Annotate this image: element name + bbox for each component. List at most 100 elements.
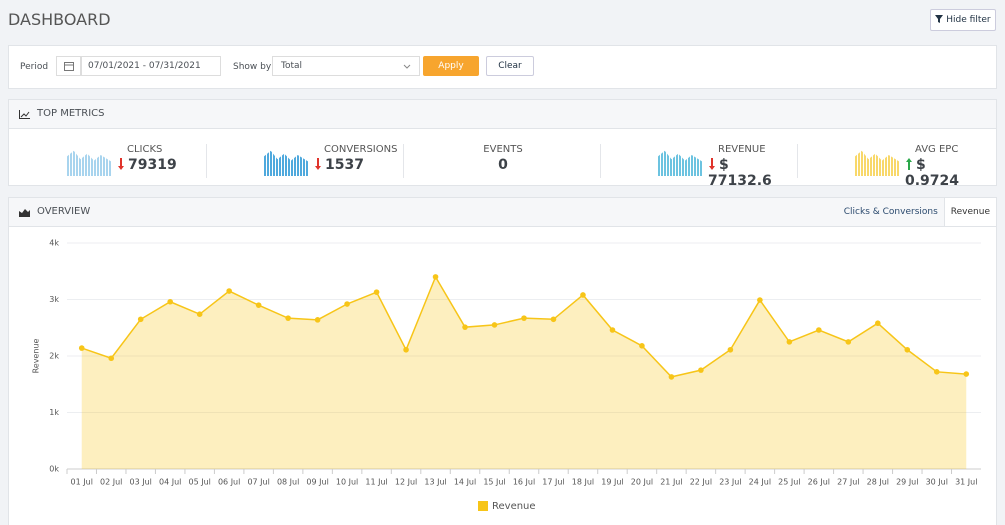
point bbox=[757, 297, 763, 303]
x-tick-label: 13 Jul bbox=[424, 478, 446, 487]
x-tick-label: 07 Jul bbox=[247, 478, 269, 487]
metric-number: 79319 bbox=[128, 157, 177, 173]
tab[interactable]: Clicks & Conversions bbox=[843, 207, 938, 217]
x-tick-label: 01 Jul bbox=[71, 478, 93, 487]
point bbox=[78, 345, 85, 351]
y-tick-label: 4k bbox=[49, 239, 59, 248]
divider bbox=[600, 144, 601, 178]
hide-filter-label: Hide filter bbox=[946, 15, 991, 25]
x-tick-label: 30 Jul bbox=[926, 478, 948, 487]
point bbox=[786, 339, 793, 345]
x-tick-label: 22 Jul bbox=[690, 478, 712, 487]
point bbox=[816, 327, 822, 333]
metric: EVENTS 0 bbox=[403, 144, 599, 184]
metric: REVENUE $ 77132.6 bbox=[600, 144, 796, 189]
y-tick-label: 2k bbox=[49, 352, 59, 361]
metric-text: AVG EPC $ 0.9724 bbox=[905, 144, 975, 189]
x-tick-label: 05 Jul bbox=[188, 478, 210, 487]
x-tick-label: 11 Jul bbox=[365, 478, 387, 487]
point bbox=[196, 311, 203, 317]
metric-number: 1537 bbox=[325, 157, 364, 173]
legend-label: Revenue bbox=[492, 501, 536, 512]
apply-button[interactable]: Apply bbox=[423, 56, 479, 76]
trend-arrow bbox=[315, 158, 321, 170]
point bbox=[491, 322, 498, 328]
hide-filter-button[interactable]: Hide filter bbox=[930, 9, 996, 31]
metric-label: EVENTS bbox=[483, 144, 523, 155]
point bbox=[373, 289, 380, 295]
metric-text: CONVERSIONS 1537 bbox=[314, 144, 398, 173]
point bbox=[668, 374, 675, 380]
x-tick-label: 21 Jul bbox=[660, 478, 682, 487]
metric-text: EVENTS 0 bbox=[463, 144, 543, 173]
show-by-select[interactable]: Total bbox=[272, 56, 420, 76]
y-axis-label: Revenue bbox=[32, 339, 41, 374]
trend-arrow bbox=[906, 158, 912, 170]
line-icon bbox=[19, 110, 30, 119]
x-tick-label: 06 Jul bbox=[218, 478, 240, 487]
x-tick-label: 10 Jul bbox=[336, 478, 358, 487]
period-input[interactable]: 07/01/2021 - 07/31/2021 bbox=[81, 56, 221, 76]
x-tick-label: 17 Jul bbox=[542, 478, 564, 487]
x-tick-label: 09 Jul bbox=[306, 478, 328, 487]
divider bbox=[403, 144, 404, 178]
metric-label: CLICKS bbox=[127, 144, 163, 155]
trend-arrow bbox=[118, 158, 124, 170]
x-tick-label: 03 Jul bbox=[130, 478, 152, 487]
trend-arrow bbox=[709, 158, 715, 170]
point bbox=[963, 371, 970, 377]
show-by-label: Show by bbox=[233, 62, 272, 72]
x-tick-label: 02 Jul bbox=[100, 478, 122, 487]
metric-label: CONVERSIONS bbox=[324, 144, 398, 155]
metric-value: 79319 bbox=[117, 157, 187, 173]
point bbox=[432, 274, 439, 280]
point bbox=[403, 346, 409, 353]
show-by-value: Total bbox=[281, 61, 303, 71]
filter-panel: Period 07/01/2021 - 07/31/2021 Show by T… bbox=[8, 45, 997, 89]
metric: AVG EPC $ 0.9724 bbox=[797, 144, 993, 189]
x-tick-label: 08 Jul bbox=[277, 478, 299, 487]
x-tick-label: 14 Jul bbox=[454, 478, 476, 487]
sparkline bbox=[855, 150, 900, 176]
x-tick-label: 27 Jul bbox=[837, 478, 859, 487]
divider bbox=[797, 144, 798, 178]
metric-label: REVENUE bbox=[718, 144, 766, 155]
point bbox=[344, 301, 350, 307]
metric-label: AVG EPC bbox=[915, 144, 959, 155]
x-tick-label: 28 Jul bbox=[867, 478, 889, 487]
arrow bbox=[315, 158, 321, 170]
x-tick-label: 23 Jul bbox=[719, 478, 741, 487]
point bbox=[933, 369, 940, 375]
metric-value: 1537 bbox=[314, 157, 384, 173]
point bbox=[550, 316, 557, 323]
clear-label: Clear bbox=[498, 61, 522, 71]
calendar-button[interactable] bbox=[56, 56, 81, 76]
metric-value: $ 0.9724 bbox=[905, 157, 975, 189]
point bbox=[609, 327, 616, 333]
area bbox=[81, 276, 967, 469]
point bbox=[521, 315, 527, 321]
metric: CLICKS 79319 bbox=[9, 144, 205, 184]
sparkline bbox=[264, 150, 309, 176]
metric-number: $ 0.9724 bbox=[905, 157, 960, 189]
x-tick-label: 18 Jul bbox=[572, 478, 594, 487]
top-metrics-panel: TOP METRICS CLICKS 79319 CONVERSIONS 1537 EV… bbox=[8, 99, 997, 189]
x-tick-label: 25 Jul bbox=[778, 478, 800, 487]
calendar-icon bbox=[64, 62, 74, 71]
point bbox=[137, 316, 144, 323]
overview-panel: OVERVIEW Clicks & Conversions Revenue bbox=[8, 197, 997, 525]
clear-button[interactable]: Clear bbox=[486, 56, 534, 76]
metric-text: CLICKS 79319 bbox=[117, 144, 187, 173]
filter-icon bbox=[935, 15, 944, 23]
x-tick-label: 04 Jul bbox=[159, 478, 181, 487]
legend-swatch bbox=[478, 501, 488, 511]
point bbox=[727, 346, 734, 353]
point bbox=[845, 339, 852, 345]
point bbox=[108, 355, 115, 362]
apply-label: Apply bbox=[438, 61, 464, 71]
tab[interactable]: Revenue bbox=[943, 198, 996, 226]
x-tick-label: 24 Jul bbox=[749, 478, 771, 487]
top-metrics-header: TOP METRICS bbox=[9, 100, 996, 129]
point bbox=[904, 346, 911, 353]
